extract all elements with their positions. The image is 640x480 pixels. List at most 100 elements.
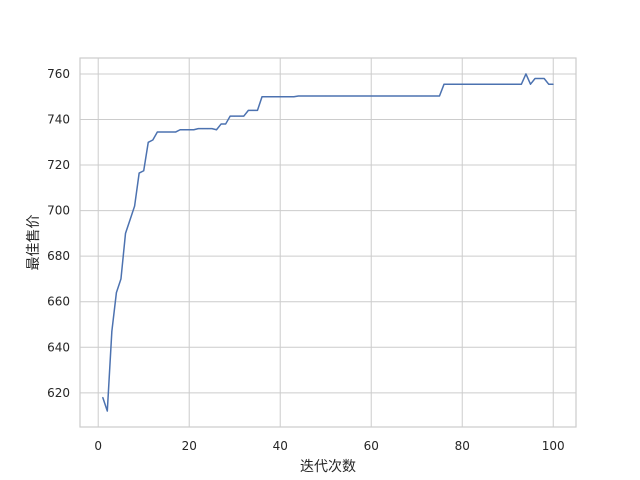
grid [80, 58, 576, 427]
x-tick-label: 80 [455, 439, 470, 453]
data-point [420, 95, 422, 97]
data-point [238, 115, 240, 117]
data-point [384, 95, 386, 97]
data-point [297, 95, 299, 97]
data-point [343, 95, 345, 97]
plot-area-frame [79, 57, 577, 428]
data-point [165, 131, 167, 133]
data-point [338, 95, 340, 97]
x-tick-labels: 0 20 40 60 80 100 [94, 439, 564, 453]
data-point [256, 109, 258, 111]
data-point [156, 131, 158, 133]
data-point [147, 141, 149, 143]
data-point [247, 109, 249, 111]
data-point [388, 95, 390, 97]
x-tick-label: 60 [364, 439, 379, 453]
y-tick-labels: 620 640 660 680 700 720 740 760 [47, 67, 70, 400]
data-point [120, 278, 122, 280]
data-point [302, 95, 304, 97]
data-point [202, 128, 204, 130]
data-point [416, 95, 418, 97]
data-point [266, 96, 268, 98]
x-tick-label: 40 [273, 439, 288, 453]
y-tick-label: 740 [47, 113, 70, 127]
data-point [102, 396, 104, 398]
data-point [370, 95, 372, 97]
data-point [320, 95, 322, 97]
data-point [361, 95, 363, 97]
data-point [179, 129, 181, 131]
data-point [529, 83, 531, 85]
data-point [293, 96, 295, 98]
data-point [552, 83, 554, 85]
data-point [511, 83, 513, 85]
data-point [316, 95, 318, 97]
data-point [489, 83, 491, 85]
data-point [334, 95, 336, 97]
data-point [115, 292, 117, 294]
data-point [143, 170, 145, 172]
data-point [429, 95, 431, 97]
data-point [525, 73, 527, 75]
data-point [170, 131, 172, 133]
data-point [452, 83, 454, 85]
data-point [502, 83, 504, 85]
data-point [311, 95, 313, 97]
data-point [466, 83, 468, 85]
x-axis-label: 迭代次数 [300, 459, 356, 475]
y-axis-label: 最佳售价 [26, 215, 42, 271]
data-point [366, 95, 368, 97]
data-point [288, 96, 290, 98]
data-point [270, 96, 272, 98]
data-point [252, 109, 254, 111]
data-point [457, 83, 459, 85]
data-point [188, 129, 190, 131]
data-point [425, 95, 427, 97]
y-tick-label: 720 [47, 158, 70, 172]
data-point [211, 128, 213, 130]
data-point [134, 205, 136, 207]
data-point [407, 95, 409, 97]
data-point [493, 83, 495, 85]
data-point [507, 83, 509, 85]
data-point [461, 83, 463, 85]
data-point [375, 95, 377, 97]
data-point [534, 78, 536, 79]
y-tick-label: 760 [47, 67, 70, 81]
data-point [379, 95, 381, 97]
data-point [234, 115, 236, 117]
x-tick-label: 20 [182, 439, 197, 453]
data-point [138, 172, 140, 174]
data-point [520, 83, 522, 85]
data-point [129, 219, 131, 221]
y-tick-label: 660 [47, 295, 70, 309]
data-point [193, 129, 195, 131]
data-point [539, 78, 541, 79]
data-point [279, 96, 281, 98]
data-point [325, 95, 327, 97]
x-tick-label: 0 [94, 439, 102, 453]
data-point [106, 410, 108, 412]
data-point [448, 83, 450, 85]
data-point [206, 128, 208, 130]
data-point [484, 83, 486, 85]
data-point [434, 95, 436, 97]
data-point [479, 83, 481, 85]
data-point [125, 232, 127, 234]
data-point [261, 96, 263, 98]
data-point [357, 95, 359, 97]
data-point [175, 131, 177, 133]
data-point [411, 95, 413, 97]
data-point [438, 95, 440, 97]
data-point [161, 131, 163, 133]
y-tick-label: 620 [47, 386, 70, 400]
data-point [197, 128, 199, 130]
data-point [475, 83, 477, 85]
y-tick-label: 640 [47, 340, 70, 354]
data-point [220, 123, 222, 125]
x-tick-label: 100 [542, 439, 565, 453]
data-points [102, 73, 554, 412]
data-point [184, 129, 186, 131]
